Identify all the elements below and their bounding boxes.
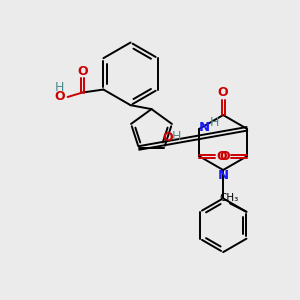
Text: O: O [220, 150, 230, 163]
Text: N: N [218, 169, 229, 182]
Text: O: O [216, 150, 227, 163]
Text: O: O [218, 86, 229, 100]
Text: N: N [199, 121, 210, 134]
Text: O: O [163, 131, 173, 144]
Text: O: O [77, 64, 88, 77]
Text: O: O [54, 91, 64, 103]
Text: CH₃: CH₃ [219, 193, 238, 203]
Text: H: H [210, 116, 220, 129]
Text: H: H [55, 81, 64, 94]
Text: H: H [172, 130, 181, 143]
